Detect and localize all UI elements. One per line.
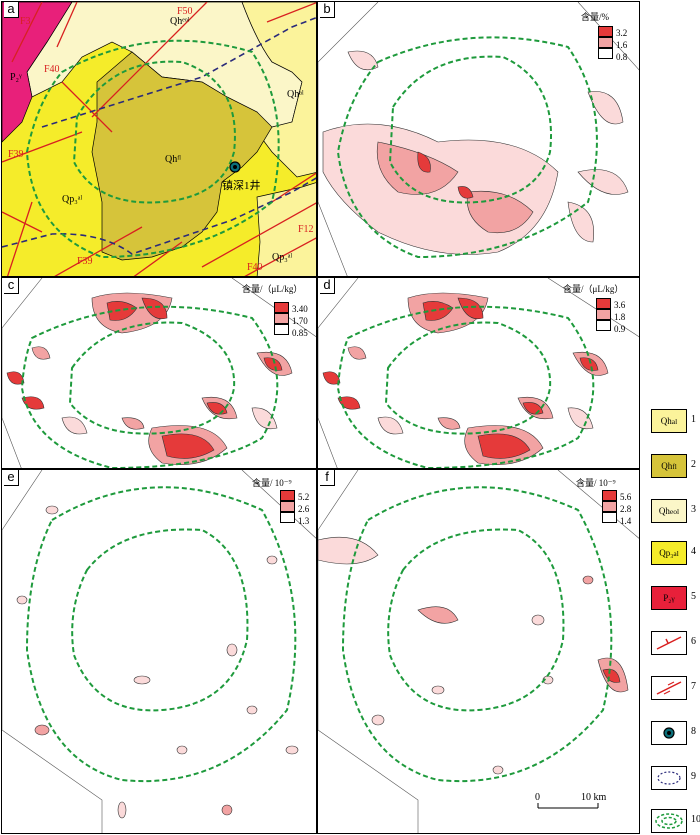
legend-value: 1.8 xyxy=(614,312,626,322)
legend-num: 9 xyxy=(691,771,696,782)
legend-value: 1.4 xyxy=(620,516,632,526)
legend-value: 1.70 xyxy=(292,316,308,326)
fault-label: F39 xyxy=(8,149,24,160)
contour-svg-f: 0 10 km xyxy=(318,470,639,833)
legend-item-3: Qh eol xyxy=(651,499,687,523)
legend-swatch-mid xyxy=(274,313,289,324)
legend-title: 含量/ 10⁻⁹ xyxy=(252,478,292,488)
unit-label: Qp₃ᵃˡ xyxy=(272,252,292,263)
panel-label-a: a xyxy=(4,2,19,18)
legend-value: 0.9 xyxy=(614,324,626,334)
fault-thrust-icon xyxy=(656,636,682,650)
legend-swatch-mid xyxy=(598,37,613,48)
legend-num: 1 xyxy=(691,414,696,425)
panel-e-contour-map: e 含量/ 10⁻⁹ 5.2 2.6 1.3 xyxy=(1,469,317,834)
legend-item-4: Qp₃ al xyxy=(651,541,687,565)
unit-label: Qhᶠˡ xyxy=(165,154,181,165)
legend-value: 2.6 xyxy=(298,504,310,514)
legend-item-8 xyxy=(651,721,687,745)
well-icon xyxy=(663,727,675,739)
legend-swatch-mid xyxy=(280,501,295,512)
legend-num: 6 xyxy=(691,636,696,647)
legend-num: 5 xyxy=(691,591,696,602)
legend-swatch-low xyxy=(596,320,611,331)
legend-swatch-high xyxy=(274,302,289,313)
legend-value: 0.8 xyxy=(616,52,628,62)
panel-label-b: b xyxy=(320,2,335,18)
legend-value: 3.6 xyxy=(614,300,626,310)
legend-value: 1.3 xyxy=(298,516,310,526)
fault-label: F3 xyxy=(20,16,31,27)
panel-label-e: e xyxy=(4,470,19,486)
legend-swatch-mid xyxy=(596,309,611,320)
fault-label: F50 xyxy=(177,6,193,17)
legend-title: 含量/（μL/kg） xyxy=(563,284,624,294)
legend-item-10 xyxy=(651,809,687,833)
legend-swatch-high xyxy=(598,26,613,37)
contour-svg-d xyxy=(318,278,639,468)
legend-swatch-low xyxy=(280,512,295,523)
legend-swatch-high xyxy=(280,490,295,501)
legend-num: 8 xyxy=(691,726,696,737)
panel-a-geology-map: a xyxy=(1,1,317,277)
legend-num: 4 xyxy=(691,546,696,557)
legend-value: 3.40 xyxy=(292,304,308,314)
panel-d-contour-map: d 含量/（μL/kg） 3.6 1.8 0.9 xyxy=(317,277,640,469)
fault-strike-slip-icon xyxy=(656,681,682,695)
panel-c-contour-map: c 含量/（μL/kg） 3.40 1.70 0.85 xyxy=(1,277,317,469)
legend-num: 10 xyxy=(691,814,700,825)
legend-swatch-high xyxy=(596,298,611,309)
legend-item-5: P₂ γ xyxy=(651,586,687,610)
panel-f-contour-map: f 含量/ 10⁻⁹ 5.6 2.8 1.4 0 10 xyxy=(317,469,640,834)
legend-item-1: Qh al xyxy=(651,409,687,433)
legend-value: 3.2 xyxy=(616,28,628,38)
legend-item-9 xyxy=(651,766,687,790)
legend-swatch-low xyxy=(274,324,289,335)
geology-map-svg: 镇深1井 F3 F50 F40 F39 F12 F39 F40 Qhᵃˡ Qhᵉ… xyxy=(2,2,316,276)
scale-start: 0 xyxy=(535,792,540,803)
legend-value: 0.85 xyxy=(292,328,308,338)
scale-bar xyxy=(537,803,599,809)
well-label: 镇深1井 xyxy=(222,178,261,192)
legend-title: 含量/ 10⁻⁹ xyxy=(576,478,616,488)
contour-svg-c xyxy=(2,278,316,468)
legend-item-6 xyxy=(651,631,687,655)
panel-label-d: d xyxy=(320,278,335,294)
dashed-ellipse-icon xyxy=(657,771,681,785)
legend-num: 7 xyxy=(691,681,696,692)
legend-title: 含量/% xyxy=(581,12,609,22)
panel-label-c: c xyxy=(4,278,19,294)
legend-title: 含量/（μL/kg） xyxy=(242,284,303,294)
green-ring-icon xyxy=(655,813,683,829)
legend-swatch-high xyxy=(602,490,617,501)
unit-label: Qp₃ᵃˡ xyxy=(62,194,82,205)
legend-swatch-mid xyxy=(602,501,617,512)
legend-swatch-low xyxy=(598,48,613,59)
legend-swatch-low xyxy=(602,512,617,523)
legend-num: 2 xyxy=(691,459,696,470)
legend-value: 1.6 xyxy=(616,40,628,50)
scale-end: 10 km xyxy=(581,792,607,803)
legend-num: 3 xyxy=(691,504,696,515)
legend-item-2: Qh fl xyxy=(651,454,687,478)
contour-svg-e xyxy=(2,470,316,833)
legend-value: 5.2 xyxy=(298,492,310,502)
fault-label: F40 xyxy=(44,64,60,75)
fault-label: F12 xyxy=(298,224,314,235)
unit-label: P₂ᵞ xyxy=(10,72,22,83)
unit-label: Qhᵃˡ xyxy=(287,89,304,100)
fault-label: F39 xyxy=(77,256,93,267)
legend-value: 2.8 xyxy=(620,504,632,514)
unit-label: Qhᵉᵒˡ xyxy=(170,16,190,27)
fault-label: F40 xyxy=(247,262,263,273)
legend-value: 5.6 xyxy=(620,492,632,502)
panel-label-f: f xyxy=(320,470,335,486)
panel-b-contour-map: b 含量/% 3.2 1.6 0.8 xyxy=(317,1,640,277)
contour-svg-b xyxy=(318,2,639,276)
legend-item-7 xyxy=(651,676,687,700)
